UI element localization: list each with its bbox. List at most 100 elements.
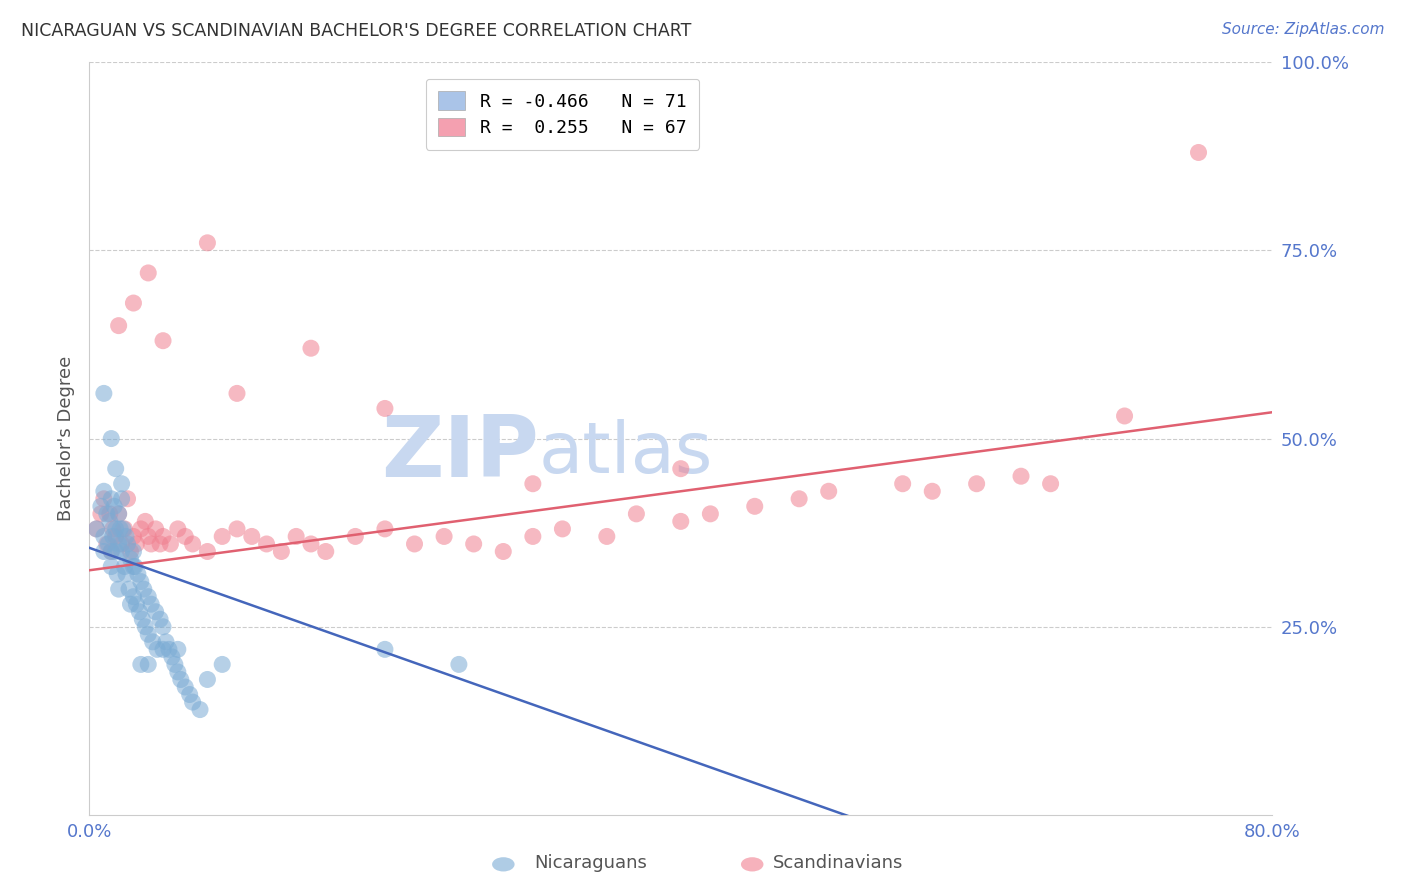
- Point: [117, 491, 139, 506]
- Point: [107, 507, 129, 521]
- Text: Scandinavians: Scandinavians: [773, 855, 904, 872]
- Point: [120, 597, 142, 611]
- Point: [211, 657, 233, 672]
- Point: [136, 627, 159, 641]
- Point: [86, 522, 108, 536]
- Point: [104, 522, 127, 536]
- Point: [107, 537, 129, 551]
- Point: [240, 529, 263, 543]
- Point: [145, 522, 167, 536]
- Point: [166, 522, 188, 536]
- Point: [136, 590, 159, 604]
- Y-axis label: Bachelor's Degree: Bachelor's Degree: [58, 356, 75, 521]
- Point: [157, 642, 180, 657]
- Point: [522, 529, 544, 543]
- Point: [93, 529, 115, 543]
- Point: [744, 500, 766, 514]
- Point: [166, 665, 188, 679]
- Text: Nicaraguans: Nicaraguans: [534, 855, 647, 872]
- Point: [122, 296, 145, 310]
- Point: [141, 597, 163, 611]
- Point: [596, 529, 619, 543]
- Point: [134, 620, 156, 634]
- Point: [104, 461, 127, 475]
- Point: [128, 605, 150, 619]
- Point: [669, 515, 692, 529]
- Point: [101, 522, 124, 536]
- Point: [699, 507, 721, 521]
- Point: [226, 386, 249, 401]
- Point: [136, 529, 159, 543]
- Point: [129, 574, 152, 589]
- Point: [1187, 145, 1209, 160]
- Point: [90, 507, 112, 521]
- Point: [174, 680, 197, 694]
- Point: [179, 688, 201, 702]
- Point: [100, 491, 122, 506]
- Point: [105, 567, 128, 582]
- Point: [787, 491, 810, 506]
- Point: [181, 537, 204, 551]
- Point: [492, 544, 515, 558]
- Point: [211, 529, 233, 543]
- Point: [344, 529, 367, 543]
- Point: [120, 552, 142, 566]
- Point: [98, 515, 121, 529]
- Point: [136, 266, 159, 280]
- Point: [122, 590, 145, 604]
- Point: [197, 235, 219, 250]
- Point: [174, 529, 197, 543]
- Point: [966, 476, 988, 491]
- Point: [149, 612, 172, 626]
- Point: [159, 537, 181, 551]
- Point: [124, 559, 146, 574]
- Point: [122, 529, 145, 543]
- Point: [891, 476, 914, 491]
- Point: [141, 537, 163, 551]
- Point: [125, 537, 148, 551]
- Point: [447, 657, 470, 672]
- Point: [110, 476, 132, 491]
- Point: [117, 537, 139, 551]
- Point: [93, 484, 115, 499]
- Text: ZIP: ZIP: [381, 412, 538, 495]
- Text: Source: ZipAtlas.com: Source: ZipAtlas.com: [1222, 22, 1385, 37]
- Point: [374, 522, 396, 536]
- Point: [107, 507, 129, 521]
- Point: [129, 522, 152, 536]
- Point: [86, 522, 108, 536]
- Point: [98, 507, 121, 521]
- Point: [110, 544, 132, 558]
- Point: [142, 635, 165, 649]
- Point: [96, 537, 118, 551]
- Point: [404, 537, 426, 551]
- Point: [103, 500, 125, 514]
- Point: [146, 642, 169, 657]
- Point: [93, 386, 115, 401]
- Point: [132, 582, 155, 596]
- Point: [107, 582, 129, 596]
- Point: [817, 484, 839, 499]
- Point: [299, 341, 322, 355]
- Point: [129, 657, 152, 672]
- Point: [226, 522, 249, 536]
- Point: [669, 461, 692, 475]
- Point: [93, 544, 115, 558]
- Point: [256, 537, 278, 551]
- Point: [188, 703, 211, 717]
- Point: [160, 649, 183, 664]
- Point: [152, 529, 174, 543]
- Point: [104, 544, 127, 558]
- Point: [114, 522, 136, 536]
- Point: [1114, 409, 1136, 423]
- Point: [115, 529, 138, 543]
- Point: [197, 544, 219, 558]
- Point: [120, 544, 142, 558]
- Point: [155, 635, 177, 649]
- Point: [551, 522, 574, 536]
- Point: [136, 657, 159, 672]
- Point: [522, 476, 544, 491]
- Point: [114, 559, 136, 574]
- Point: [163, 657, 186, 672]
- Point: [152, 334, 174, 348]
